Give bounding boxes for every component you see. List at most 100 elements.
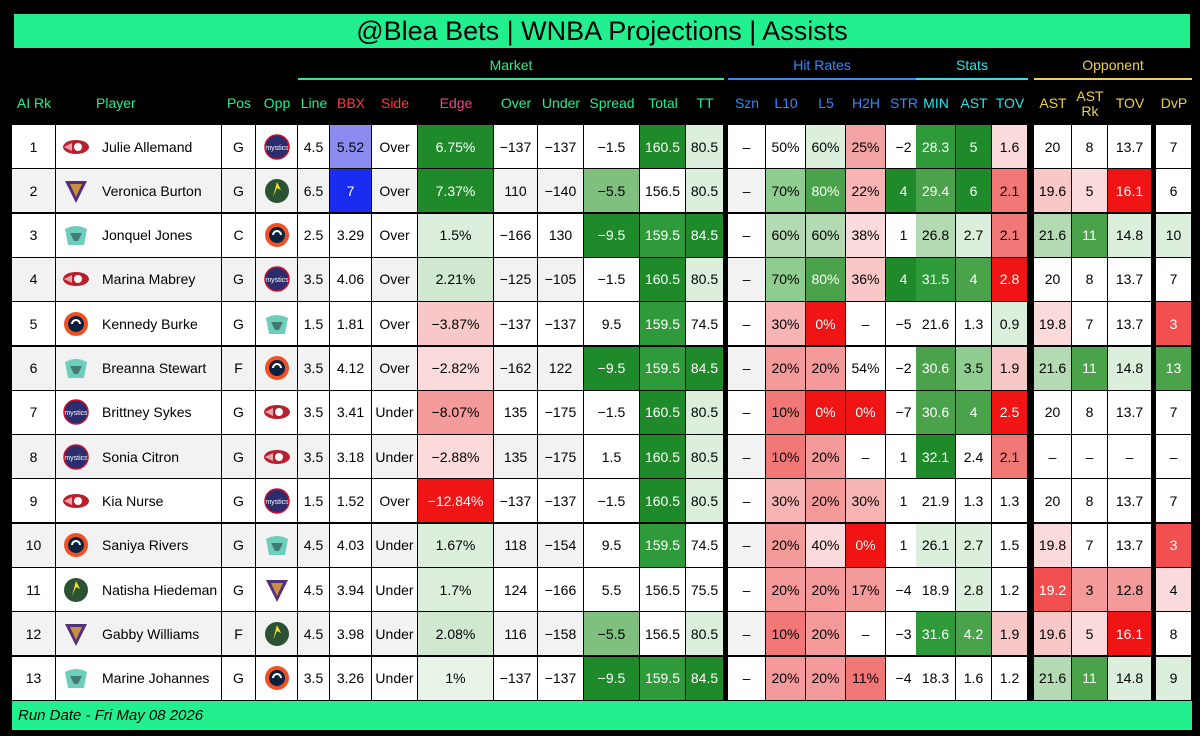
cell-ast: 2.7: [956, 523, 991, 567]
player-name[interactable]: Marina Mabrey: [102, 271, 196, 288]
player-name[interactable]: Natisha Hiedeman: [102, 581, 218, 598]
cell-ast: 2.7: [956, 213, 991, 257]
cell-edge: 2.21%: [418, 257, 493, 301]
header-total[interactable]: Total: [648, 95, 678, 111]
header-tt[interactable]: TT: [696, 95, 714, 111]
cell-oastrk: 5: [1072, 169, 1107, 213]
player-name[interactable]: Kia Nurse: [102, 492, 164, 509]
cell-oastrk: 7: [1072, 302, 1107, 346]
cell-otov: –: [1108, 435, 1151, 479]
table-row[interactable]: 10 Saniya Rivers G 4.5 4.03 Under 1.67% 118 −154…: [12, 523, 1192, 568]
player-name[interactable]: Saniya Rivers: [102, 537, 189, 554]
header-spread[interactable]: Spread: [589, 95, 635, 111]
player-name[interactable]: Kennedy Burke: [102, 315, 198, 332]
player-name[interactable]: Brittney Sykes: [102, 404, 192, 421]
player-name[interactable]: Julie Allemand: [102, 138, 193, 155]
cell-oastrk: 11: [1072, 656, 1107, 700]
cell-dvp: 3: [1156, 302, 1191, 346]
cell-oast: 21.6: [1034, 656, 1071, 700]
table-row[interactable]: 7 mystics Brittney Sykes G 3.5 3.41 Under −8.07…: [12, 390, 1192, 435]
header-opp[interactable]: Opp: [263, 95, 291, 111]
header-pos[interactable]: Pos: [226, 95, 252, 111]
cell-oast: 19.8: [1034, 302, 1071, 346]
player-name[interactable]: Marine Johannes: [102, 670, 210, 687]
table-row[interactable]: 3 Jonquel Jones C 2.5 3.29 Over 1.5% −166 130 −9.…: [12, 213, 1192, 258]
cell-tov: 1.3: [992, 479, 1027, 523]
cell-l5: 40%: [806, 523, 845, 567]
header-edge[interactable]: Edge: [439, 95, 473, 111]
player-name[interactable]: Jonquel Jones: [102, 227, 193, 244]
header-tov[interactable]: TOV: [1115, 95, 1145, 111]
player-name[interactable]: Gabby Williams: [102, 625, 200, 642]
cell-l5: 20%: [806, 656, 845, 700]
table-row[interactable]: 8 mystics Sonia Citron G 3.5 3.18 Under −2.88% 1…: [12, 435, 1192, 480]
header-tov[interactable]: TOV: [995, 95, 1025, 111]
cell-tov: 1.6: [992, 125, 1027, 168]
cell-l10: 50%: [766, 125, 805, 168]
header-l10[interactable]: L10: [774, 95, 798, 111]
header-ast-rk[interactable]: AST Rk: [1076, 87, 1104, 119]
header-over[interactable]: Over: [500, 95, 532, 111]
header-ast[interactable]: AST: [1039, 95, 1067, 111]
cell-edge: −2.82%: [418, 346, 493, 390]
cell-h2h: 30%: [846, 479, 885, 523]
header-line[interactable]: Line: [300, 95, 328, 111]
sun-logo: [264, 356, 289, 380]
header-ast[interactable]: AST: [960, 95, 988, 111]
table-row[interactable]: 11 Natisha Hiedeman G 4.5 3.94 Under 1.7% 124 −1…: [12, 568, 1192, 612]
header-player[interactable]: Player: [96, 95, 136, 111]
header-l5[interactable]: L5: [818, 95, 834, 111]
player-name[interactable]: Sonia Citron: [102, 448, 180, 465]
cell-under: −158: [538, 612, 583, 656]
cell-line: 3.5: [298, 346, 329, 390]
header-ai-rk[interactable]: AI Rk: [16, 95, 52, 111]
table-row[interactable]: 5 Kennedy Burke G 1.5 1.81 Over −3.87% −137 −137…: [12, 302, 1192, 347]
cell-tov: 1.2: [992, 656, 1027, 700]
header-h2h[interactable]: H2H: [851, 95, 880, 111]
liberty-logo: [265, 536, 288, 556]
cell-spread: −1.5: [584, 479, 639, 523]
cell-oast: 20: [1034, 125, 1071, 168]
sun-logo: [64, 533, 88, 558]
header-min[interactable]: MIN: [923, 95, 949, 111]
cell-oast: 19.6: [1034, 169, 1071, 213]
cell-szn: –: [728, 656, 765, 700]
cell-rk: 2: [12, 169, 55, 213]
cell-h2h: 54%: [846, 346, 885, 390]
cell-tov: 1.9: [992, 346, 1027, 390]
cell-opp: [256, 435, 297, 479]
cell-side: Under: [372, 656, 417, 700]
cell-oastrk: 8: [1072, 390, 1107, 434]
player-name[interactable]: Veronica Burton: [102, 182, 202, 199]
header-dvp[interactable]: DvP: [1160, 95, 1188, 111]
table-row[interactable]: 13 Marine Johannes G 3.5 3.26 Under 1% −137 −137…: [12, 656, 1192, 701]
table-row[interactable]: 6 Breanna Stewart F 3.5 4.12 Over −2.82% −162 12…: [12, 346, 1192, 391]
header-under[interactable]: Under: [541, 95, 581, 111]
cell-bbx: 4.03: [330, 523, 371, 567]
header-str[interactable]: STR: [890, 95, 918, 111]
header-bbx[interactable]: BBX: [336, 95, 365, 111]
player-name[interactable]: Breanna Stewart: [102, 360, 207, 376]
cell-line: 1.5: [298, 302, 329, 346]
cell-tov: 0.9: [992, 302, 1027, 346]
table-row[interactable]: 12 Gabby Williams F 4.5 3.98 Under 2.08% 116 −15…: [12, 612, 1192, 657]
cell-l10: 70%: [766, 169, 805, 213]
cell-side: Over: [372, 257, 417, 301]
cell-szn: –: [728, 568, 765, 611]
cell-pos: G: [222, 169, 255, 213]
cell-total: 156.5: [640, 169, 685, 213]
cell-rk: 7: [12, 390, 55, 434]
header-szn[interactable]: Szn: [734, 95, 760, 111]
header-side[interactable]: Side: [380, 95, 410, 111]
cell-l5: 80%: [806, 257, 845, 301]
cell-str: −2: [886, 346, 921, 390]
svg-text:mystics: mystics: [265, 145, 289, 152]
table-row[interactable]: 2 Veronica Burton G 6.5 7 Over 7.37% 110 −140 −5.…: [12, 169, 1192, 214]
cell-otov: 14.8: [1108, 346, 1151, 390]
cell-szn: –: [728, 257, 765, 301]
cell-side: Under: [372, 612, 417, 656]
cell-total: 159.5: [640, 523, 685, 567]
